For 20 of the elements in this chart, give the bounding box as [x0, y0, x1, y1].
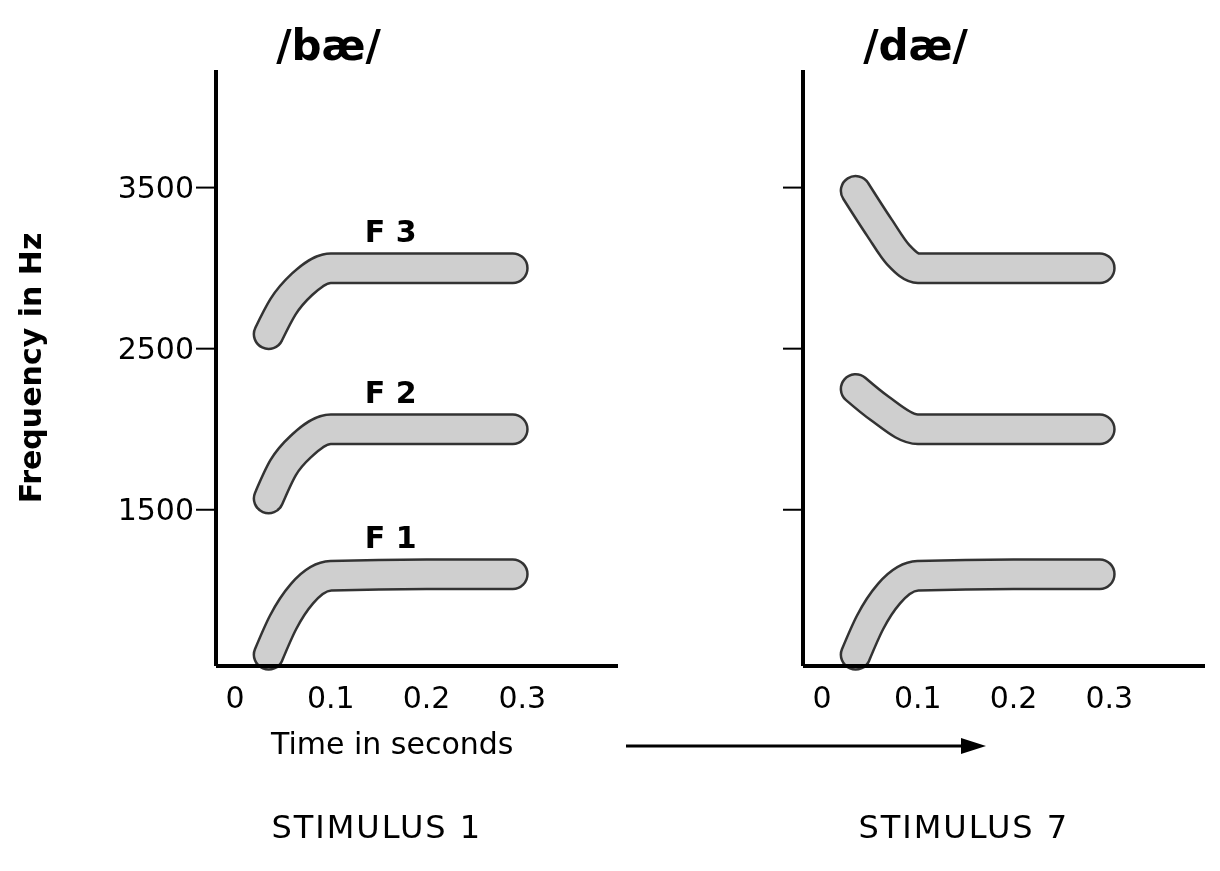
series-label: F 2: [364, 375, 417, 411]
x-tick-label: 0.1: [894, 680, 942, 715]
x-tick-label: 0: [225, 680, 245, 715]
x-tick-label: 0.1: [307, 680, 355, 715]
x-axis-title: Time in seconds: [270, 726, 514, 761]
x-tick-label: 0.3: [1085, 680, 1134, 715]
series-label: F 1: [364, 520, 417, 556]
y-tick-label: 1500: [117, 492, 194, 528]
chart-title: /dæ/: [863, 21, 969, 70]
y-tick-label: 2500: [117, 331, 194, 367]
y-axis-title: Frequency in Hz: [13, 232, 48, 504]
x-tick-label: 0: [812, 680, 832, 715]
x-tick-label: 0.2: [402, 680, 451, 715]
y-tick-label: 3500: [117, 170, 194, 206]
x-tick-label: 0.3: [498, 680, 547, 715]
series-label: F 3: [364, 214, 417, 250]
text: STIMULUS 1: [271, 808, 483, 846]
x-tick-label: 0.2: [989, 680, 1038, 715]
chart-title: /bæ/: [276, 21, 382, 70]
text: STIMULUS 7: [858, 808, 1070, 846]
